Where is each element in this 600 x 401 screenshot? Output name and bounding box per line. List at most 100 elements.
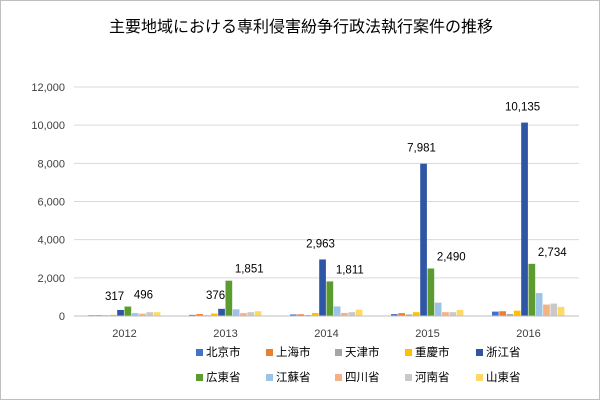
data-label: 1,811 [336,264,364,276]
bar [139,313,146,316]
legend-item: 河南省 [405,370,450,384]
bar [391,314,398,316]
bar [117,309,124,316]
bar [218,308,225,316]
bar [254,311,262,316]
data-label: 376 [206,290,225,302]
bar [543,304,550,316]
bar [333,306,341,316]
bar [297,314,304,316]
data-label: 317 [105,291,124,303]
legend-item: 天津市 [335,345,380,359]
bar [557,306,565,316]
bar [146,312,154,316]
bar [240,313,247,316]
legend-swatch [266,349,273,356]
legend-item: 北京市 [196,345,241,359]
bar [492,311,499,316]
legend-item: 重慶市 [405,345,450,359]
x-tick-label: 2016 [516,328,540,340]
bar [348,312,356,316]
axes: 0 2,000 4,000 6,000 8,000 10,000 12,000 2012 201… [31,82,579,340]
bar [405,314,413,316]
data-labels-group: 317 496 376 1,851 2,963 1,811 7,981 2,490 10,135… [105,102,567,303]
bar [398,313,405,316]
bar [412,312,420,316]
legend-label: 広東省 [206,370,241,384]
legend-swatch [476,374,483,381]
legend-label: 江蘇省 [276,370,311,384]
legend-label: 河南省 [415,370,450,384]
legend-swatch [405,374,412,381]
bar [513,310,521,316]
legend-label: 北京市 [206,345,241,359]
chart-title: 主要地域における専利侵害紛争行政法執行案件の推移 [109,17,493,36]
bar [420,163,427,316]
legend-item: 上海市 [266,345,311,359]
legend-swatch [266,374,273,381]
bar [528,263,536,316]
bar [326,281,334,316]
bar [535,293,543,316]
bar [232,309,240,316]
bar [550,303,558,316]
bar [210,313,218,316]
bar [355,309,363,316]
bar [499,311,506,316]
x-tick-label: 2014 [314,328,338,340]
x-tick-label: 2015 [415,328,439,340]
legend-label: 浙江省 [486,345,521,359]
legend-label: 上海市 [276,345,311,359]
bar [341,312,348,316]
bar [319,259,326,316]
gridlines [74,86,579,279]
data-label: 7,981 [407,143,436,155]
bar [290,314,297,316]
bar [434,302,442,316]
bar [247,312,255,316]
legend-item: 山東省 [476,370,521,384]
legend-label: 天津市 [345,345,380,359]
data-label: 496 [134,290,153,302]
bar [124,306,132,316]
data-label: 2,734 [538,247,567,259]
legend-label: 重慶市 [415,345,450,359]
bar [311,312,319,316]
legend-label: 四川省 [345,370,380,384]
bar [109,314,117,316]
data-label: 1,851 [235,264,264,276]
y-tick-label: 2,000 [37,273,65,285]
y-tick-label: 8,000 [37,158,65,170]
data-label: 2,963 [306,238,335,250]
data-label: 10,135 [505,102,540,114]
legend-label: 山東省 [486,370,521,384]
y-tick-label: 6,000 [37,197,65,209]
bar [225,280,233,316]
x-tick-label: 2013 [213,328,237,340]
y-tick-label: 4,000 [37,235,65,247]
legend-swatch [196,374,203,381]
bar [189,314,196,316]
x-tick-label: 2012 [112,328,136,340]
y-tick-label: 12,000 [31,82,65,94]
data-label: 2,490 [437,251,466,263]
bar [456,309,464,316]
bar [131,313,139,316]
legend-swatch [335,374,342,381]
bar [196,314,203,316]
bar [153,312,161,316]
legend-item: 江蘇省 [266,370,311,384]
legend-item: 広東省 [196,370,241,384]
legend-item: 浙江省 [476,345,521,359]
bars-group [88,122,565,316]
bar [442,312,449,316]
legend-swatch [476,349,483,356]
bar [506,314,514,316]
bar [521,122,528,316]
bar [449,312,457,316]
legend-swatch [405,349,412,356]
bar [427,268,435,316]
